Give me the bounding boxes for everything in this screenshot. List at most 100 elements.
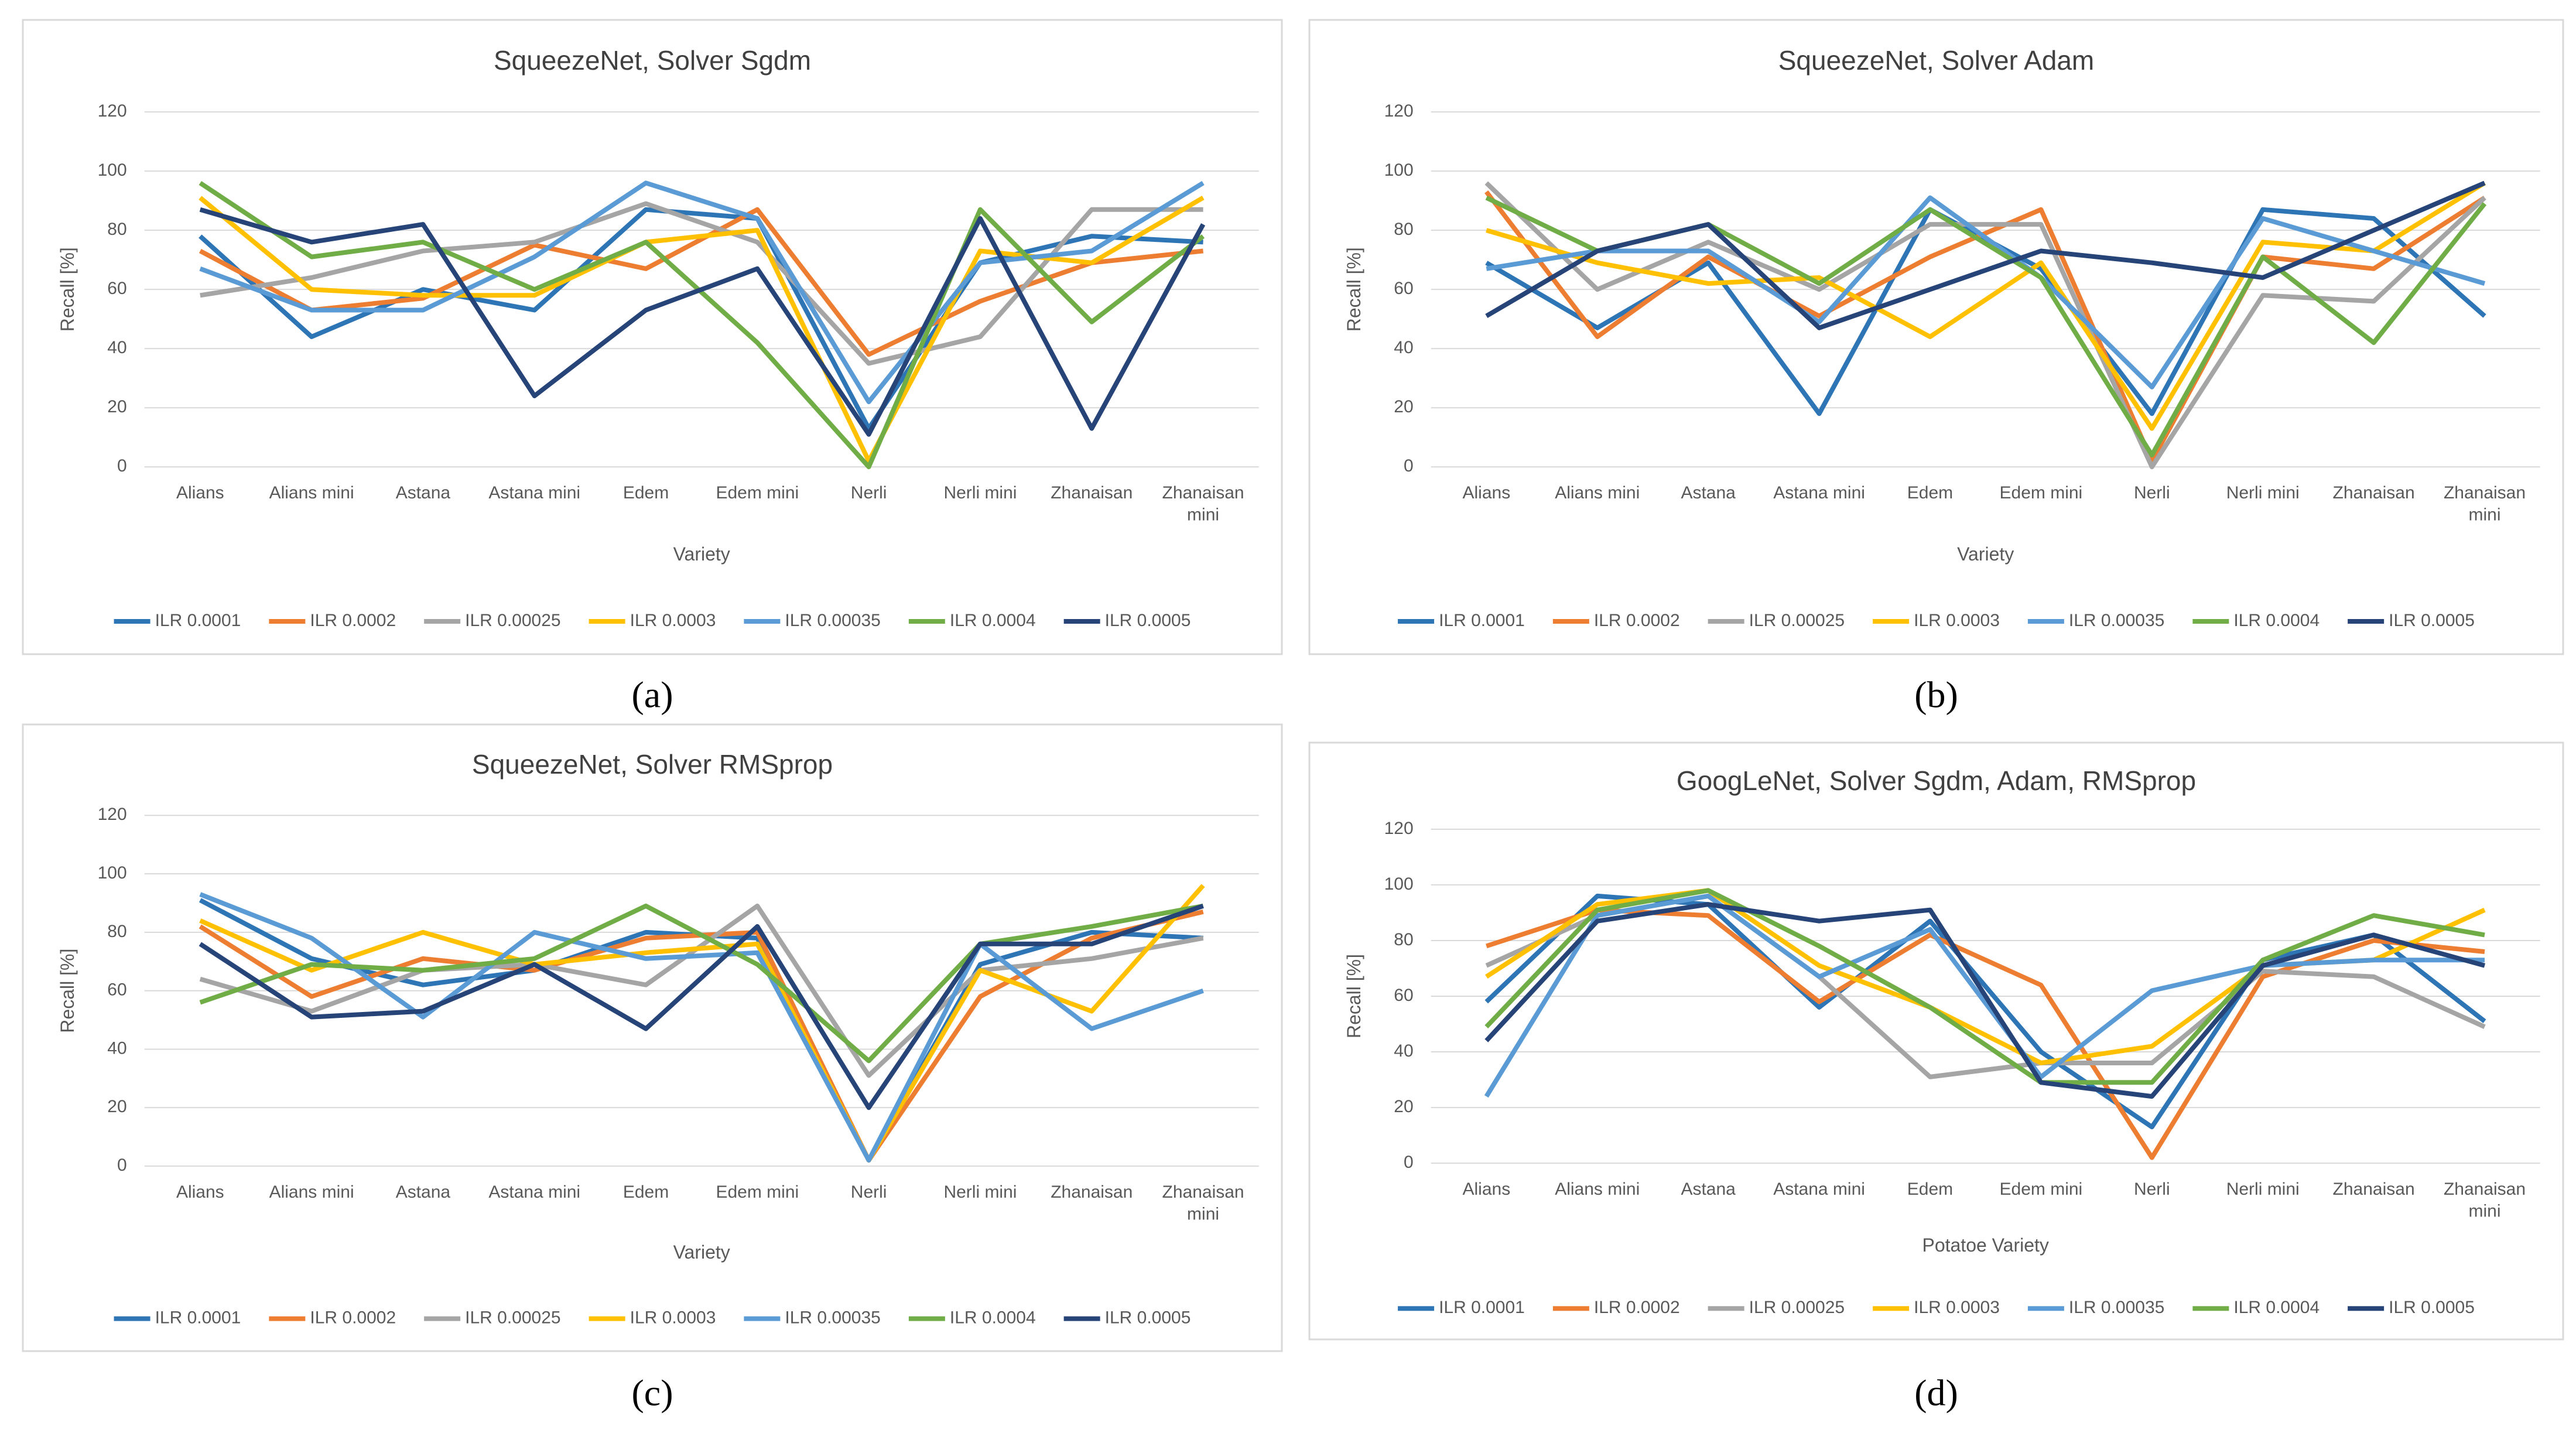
- series-line: [1484, 888, 2485, 1085]
- series-line: [199, 892, 1204, 1163]
- chart-frame: [1308, 19, 2564, 655]
- y-tick-label: 40: [1394, 338, 1413, 357]
- legend-label: ILR 0.0003: [1914, 611, 2000, 630]
- y-axis-title: Recall [%]: [57, 247, 78, 331]
- series-line: [199, 904, 1204, 1110]
- y-tick-label: 40: [1394, 1041, 1413, 1061]
- legend-item: ILR 0.0001: [114, 611, 241, 630]
- x-tick-label: Astana mini: [1773, 1180, 1865, 1199]
- panel-label: (a): [631, 674, 673, 716]
- y-tick-label: 40: [107, 1038, 126, 1058]
- chart-title: SqueezeNet, Solver Sgdm: [494, 45, 811, 76]
- x-tick-label: Edem: [623, 1182, 669, 1202]
- x-tick-label: Zhanaisan: [2333, 483, 2415, 502]
- series-line: [1485, 180, 2486, 330]
- legend-item: ILR 0.00035: [744, 1308, 881, 1328]
- x-tick-label: Alians: [1462, 483, 1510, 502]
- legend-item: ILR 0.0001: [1398, 1298, 1525, 1317]
- legend-item: ILR 0.0002: [269, 611, 396, 630]
- x-tick-label: Astana mini: [488, 483, 580, 502]
- y-axis-title: Recall [%]: [57, 949, 78, 1033]
- series-line: [199, 903, 1204, 1064]
- x-tick-label: Alians mini: [269, 1182, 354, 1202]
- y-tick-label: 120: [98, 805, 127, 824]
- series-line: [199, 207, 1203, 431]
- y-tick-label: 0: [1404, 456, 1414, 476]
- legend-item: ILR 0.0005: [1063, 611, 1191, 630]
- panel-label: (c): [631, 1372, 673, 1414]
- legend-item: ILR 0.00025: [1708, 1298, 1845, 1317]
- legend-item: ILR 0.00035: [2027, 611, 2164, 630]
- y-tick-label: 20: [1394, 397, 1413, 416]
- legend-label: ILR 0.00035: [785, 611, 880, 630]
- x-tick-label: Edem mini: [2000, 483, 2083, 502]
- y-tick-label: 120: [1384, 101, 1414, 121]
- x-tick-label: Zhanaisan mini: [2444, 1180, 2526, 1221]
- x-tick-label: Edem mini: [716, 483, 799, 502]
- y-axis-title: Recall [%]: [1343, 954, 1364, 1038]
- x-tick-label: Alians: [1462, 1180, 1510, 1199]
- x-tick-label: Nerli mini: [943, 1182, 1017, 1202]
- legend: ILR 0.0001 ILR 0.0002 ILR 0.00025 ILR 0.000…: [1398, 1298, 2475, 1317]
- y-axis-title: Recall [%]: [1343, 247, 1364, 331]
- chart-frame: [22, 19, 1283, 655]
- x-tick-label: Zhanaisan mini: [1162, 483, 1244, 525]
- legend-item: ILR 0.0002: [1552, 611, 1680, 630]
- x-tick-label: Nerli mini: [943, 483, 1017, 502]
- legend-item: ILR 0.0003: [1873, 611, 2000, 630]
- y-tick-label: 80: [1394, 930, 1413, 949]
- legend-label: ILR 0.0005: [1105, 611, 1191, 630]
- legend-item: ILR 0.0002: [269, 1308, 396, 1328]
- series-line: [200, 201, 1203, 366]
- x-tick-label: Alians: [176, 483, 224, 502]
- x-tick-label: Astana mini: [488, 1182, 580, 1202]
- series-line: [199, 180, 1205, 405]
- legend-item: ILR 0.0002: [1552, 1298, 1680, 1317]
- x-axis-title: Variety: [1957, 543, 2014, 565]
- legend-label: ILR 0.0004: [950, 611, 1036, 630]
- legend-label: ILR 0.0001: [1439, 611, 1525, 630]
- series-line: [199, 884, 1205, 1163]
- y-tick-label: 60: [107, 980, 126, 1000]
- x-tick-label: Zhanaisan mini: [2444, 483, 2526, 525]
- legend-item: ILR 0.0005: [2348, 611, 2475, 630]
- panel-label: (b): [1914, 674, 1958, 716]
- x-tick-label: Alians mini: [269, 483, 354, 502]
- legend-item: ILR 0.0003: [589, 1308, 716, 1328]
- legend-item: ILR 0.0001: [114, 1308, 241, 1328]
- x-tick-label: Nerli: [2134, 1180, 2170, 1199]
- series-line: [1486, 195, 2486, 389]
- legend-label: ILR 0.0001: [1439, 1298, 1525, 1317]
- x-tick-label: Zhanaisan: [1051, 483, 1133, 502]
- x-tick-label: Edem mini: [716, 1182, 799, 1202]
- legend-label: ILR 0.0005: [2389, 611, 2475, 630]
- panel-label: (d): [1914, 1372, 1958, 1414]
- legend-label: ILR 0.00025: [1749, 1298, 1845, 1317]
- chart-frame: [22, 723, 1283, 1352]
- y-tick-label: 20: [107, 1097, 126, 1116]
- legend-label: ILR 0.0002: [310, 1308, 396, 1328]
- legend-item: ILR 0.0003: [1873, 1298, 2000, 1317]
- legend-label: ILR 0.0001: [155, 1308, 241, 1328]
- legend-label: ILR 0.0002: [310, 611, 396, 630]
- series-line: [199, 207, 1206, 437]
- y-tick-label: 60: [1394, 279, 1413, 298]
- legend-label: ILR 0.00035: [2069, 611, 2164, 630]
- x-tick-label: Nerli mini: [2226, 483, 2300, 502]
- legend-label: ILR 0.0002: [1594, 611, 1680, 630]
- y-tick-label: 20: [1394, 1097, 1413, 1116]
- chart-title: SqueezeNet, Solver RMSprop: [472, 749, 833, 780]
- x-tick-label: Astana: [1681, 483, 1736, 502]
- legend-label: ILR 0.0004: [950, 1308, 1036, 1328]
- x-tick-label: Astana: [396, 483, 451, 502]
- y-tick-label: 80: [107, 922, 126, 941]
- legend-label: ILR 0.0004: [2233, 611, 2320, 630]
- legend-label: ILR 0.00035: [785, 1308, 880, 1328]
- x-axis-title: Variety: [673, 1242, 730, 1263]
- y-tick-label: 0: [1404, 1153, 1414, 1172]
- x-tick-label: Astana: [396, 1182, 451, 1202]
- x-axis-title: Potatoe Variety: [1922, 1235, 2048, 1256]
- legend-item: ILR 0.00035: [744, 611, 881, 630]
- x-tick-label: Zhanaisan: [2333, 1180, 2415, 1199]
- legend-item: ILR 0.00025: [424, 1308, 561, 1328]
